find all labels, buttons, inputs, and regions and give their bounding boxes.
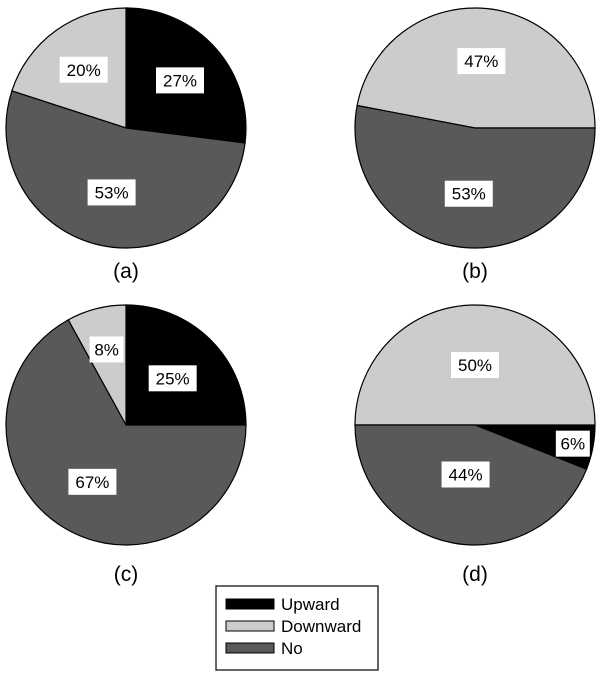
pie-0: 27% 20% 53% (a) — [5, 7, 247, 283]
slice-label-box — [457, 48, 506, 75]
pie-caption: (c) — [114, 563, 139, 586]
legend-label-upward: Upward — [281, 595, 340, 614]
pie-3: 6% 50% 44% (d) — [354, 304, 596, 586]
legend-label-no: No — [281, 639, 303, 658]
legend-label-downward: Downward — [281, 617, 361, 636]
slice-label-box — [156, 67, 205, 94]
legend-swatch-no — [225, 642, 275, 654]
slice-no — [5, 319, 247, 546]
pie-2: 25% 8% 67% (c) — [5, 304, 247, 586]
pie-1: 47% 53% (b) — [354, 7, 596, 283]
slice-label-box — [59, 56, 108, 83]
slice-label-box — [148, 365, 197, 392]
slice-label-box — [555, 430, 590, 457]
slice-label-box — [68, 468, 117, 495]
slice-label-box — [89, 336, 124, 363]
pie-caption: (a) — [113, 260, 139, 283]
slice-label: 67% — [75, 473, 109, 492]
legend: Upward Downward No — [215, 585, 379, 671]
slice-label: 47% — [464, 52, 498, 71]
slice-label: 20% — [67, 61, 101, 80]
slice-no — [354, 104, 596, 249]
pie-caption: (b) — [462, 260, 488, 283]
slice-upward — [125, 304, 247, 426]
slice-label-box — [444, 180, 493, 207]
slice-label-box — [87, 179, 136, 206]
slice-label-box — [441, 461, 490, 488]
slice-label: 25% — [156, 369, 190, 388]
pie-caption: (d) — [462, 563, 488, 586]
slice-label-box — [451, 352, 499, 378]
slice-no — [5, 90, 246, 249]
slice-label: 6% — [561, 435, 586, 454]
slice-label: 53% — [452, 185, 486, 204]
slice-label: 44% — [449, 466, 483, 485]
slice-label: 8% — [94, 340, 119, 359]
legend-swatch-downward — [225, 620, 275, 632]
slice-label: 50% — [458, 356, 492, 375]
legend-swatch-upward — [225, 598, 275, 610]
slice-label: 27% — [163, 71, 197, 90]
slice-label: 53% — [95, 183, 129, 202]
